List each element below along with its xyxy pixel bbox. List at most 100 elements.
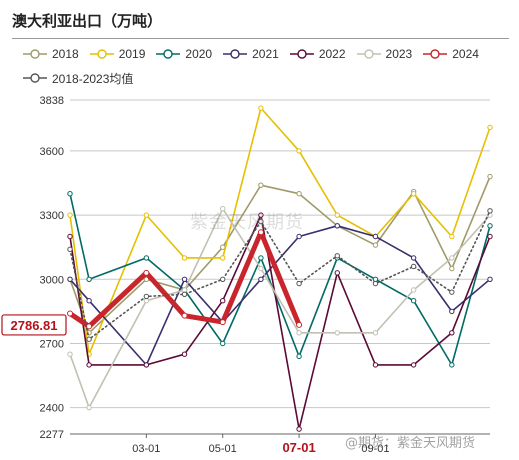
data-point-2020 [143,255,150,261]
data-point-2024 [67,310,73,317]
y-tick-label: 3300 [40,210,64,222]
data-point-2022 [143,362,150,368]
y-tick-label: 2400 [40,403,64,415]
latest-value-box [1,314,67,336]
data-point-2020 [449,362,455,368]
data-point-2018-2023均值 [220,276,226,283]
data-point-2018 [449,265,455,272]
legend-label: 2018-2023均值 [52,71,134,86]
data-point-2019 [334,212,340,218]
data-point-2019 [449,233,455,240]
data-point-2021 [449,308,455,315]
data-point-2022 [86,362,92,368]
legend-marker-icon [423,49,448,59]
data-point-2019 [258,105,264,111]
legend-entry: 2018 [22,42,79,66]
legend-marker-icon [89,49,114,59]
data-point-2019 [296,148,302,154]
legend-label: 2021 [252,47,279,61]
legend-label: 2018 [52,47,79,61]
data-point-2023 [449,255,455,261]
data-point-2024 [296,321,303,328]
legend-entry: 2019 [89,42,146,66]
series-line-2021 [69,225,491,366]
source-credit: @期货：紫金天风期货 [345,436,476,451]
latest-value-label: 2786.81 [11,318,58,333]
y-tick-label: 2700 [40,338,64,350]
data-point-2018 [487,173,493,180]
legend-marker-icon [223,49,248,59]
data-point-2018-2023均值 [67,246,73,253]
data-point-2019 [67,212,73,218]
data-point-2020 [487,223,493,229]
data-point-2018-2023均值 [372,280,379,287]
data-point-2023 [67,351,73,357]
y-tick-label: 3600 [40,146,64,158]
data-point-2021 [67,276,73,283]
data-point-2021 [334,223,340,229]
series-line-2022 [69,214,491,430]
data-point-2018 [258,182,264,188]
x-tick-label: 05-01 [209,443,237,455]
data-point-2024 [86,323,93,330]
legend-entry: 2020 [155,42,212,66]
legend-entry: 2021 [222,42,279,66]
data-point-2023 [410,287,417,293]
data-point-2021 [86,297,92,304]
data-point-2024 [181,312,188,319]
data-point-2018 [296,191,302,197]
legend-label: 2024 [452,47,479,61]
data-point-2022 [67,233,73,240]
data-point-2019 [487,124,493,131]
data-point-2021 [181,276,188,283]
data-point-2024 [143,269,150,276]
y-tick-label: 3000 [40,274,64,286]
data-point-2023 [258,265,264,272]
data-point-2020 [372,276,379,283]
data-point-2021 [258,276,264,283]
data-point-2021 [410,255,417,261]
data-point-2023 [181,287,188,293]
data-point-2023 [220,205,226,212]
data-point-2019 [143,212,150,218]
data-point-2018 [372,242,379,248]
data-point-2018-2023均值 [181,291,188,297]
legend-marker-icon [156,49,181,59]
x-tick-label: 07-01 [282,440,315,455]
data-point-2022 [296,426,302,432]
data-point-2018-2023均值 [334,253,340,259]
x-tick-label: 03-01 [132,443,160,455]
data-point-2019 [410,191,417,197]
data-point-2018-2023均值 [86,336,92,342]
data-point-2018-2023均值 [296,280,302,287]
legend-entry: 2024 [422,42,479,66]
series-line-2018-2023均值 [69,210,491,341]
data-point-2020 [258,255,264,261]
series-line-2020 [69,192,491,366]
legend-label: 2019 [118,47,146,61]
legend-entry: 2022 [289,42,346,66]
x-tick-label: 09-01 [361,443,389,455]
data-point-2022 [449,330,455,336]
data-point-2021 [296,233,302,240]
data-point-2023 [334,330,340,336]
series-line-2023 [69,207,491,409]
data-point-2022 [258,212,264,218]
series-line-2019 [69,107,491,355]
data-point-2023 [86,404,92,411]
y-tick-label: 2277 [40,429,64,441]
series-line-2018 [69,175,491,334]
data-point-2021 [487,276,493,283]
legend-label: 2023 [385,47,413,61]
legend: 2018 2019 2020 2021 2022 2023 2024 2018-2023均值 [22,42,512,90]
data-point-2020 [86,276,92,283]
data-point-2024 [219,319,226,326]
title-divider [12,38,509,39]
chart-title: 澳大利亚出口（万吨） [12,12,163,30]
data-point-2022 [410,362,417,368]
data-point-2023 [372,330,379,336]
data-point-2018 [143,276,150,283]
data-point-2018-2023均值 [410,263,417,270]
data-point-2023 [296,330,302,336]
